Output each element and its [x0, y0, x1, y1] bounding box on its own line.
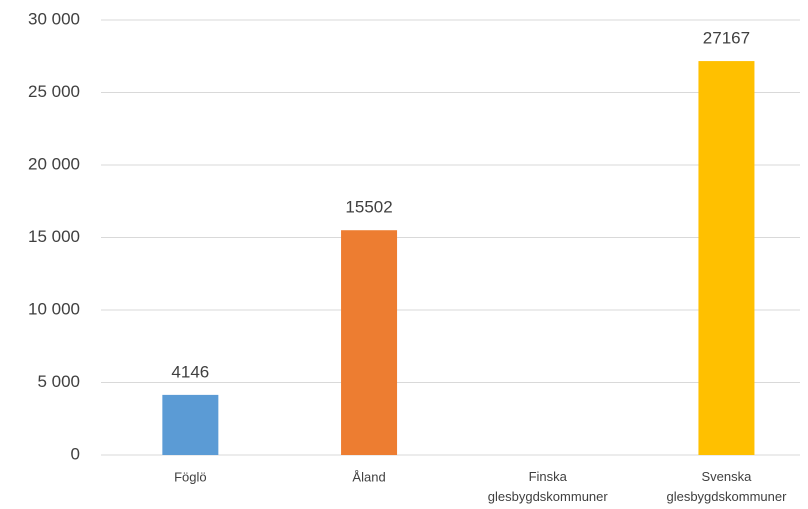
x-tick-label: Föglö	[174, 469, 207, 484]
y-tick-label: 25 000	[28, 82, 80, 101]
bar	[341, 230, 398, 455]
bar	[162, 394, 219, 455]
y-tick-label: 0	[71, 444, 80, 463]
data-label: 4146	[171, 362, 209, 381]
x-tick-label: Åland	[352, 469, 385, 484]
bar	[698, 61, 755, 456]
data-label: 27167	[703, 29, 750, 48]
y-tick-label: 15 000	[28, 227, 80, 246]
y-tick-label: 10 000	[28, 299, 80, 318]
y-tick-label: 30 000	[28, 9, 80, 28]
x-tick-label: Svenska glesbygdskommuner	[666, 469, 787, 504]
x-tick-label: Finska glesbygdskommuner	[488, 469, 609, 504]
data-label: 15502	[345, 198, 392, 217]
y-tick-label: 5 000	[37, 372, 80, 391]
y-tick-label: 20 000	[28, 154, 80, 173]
